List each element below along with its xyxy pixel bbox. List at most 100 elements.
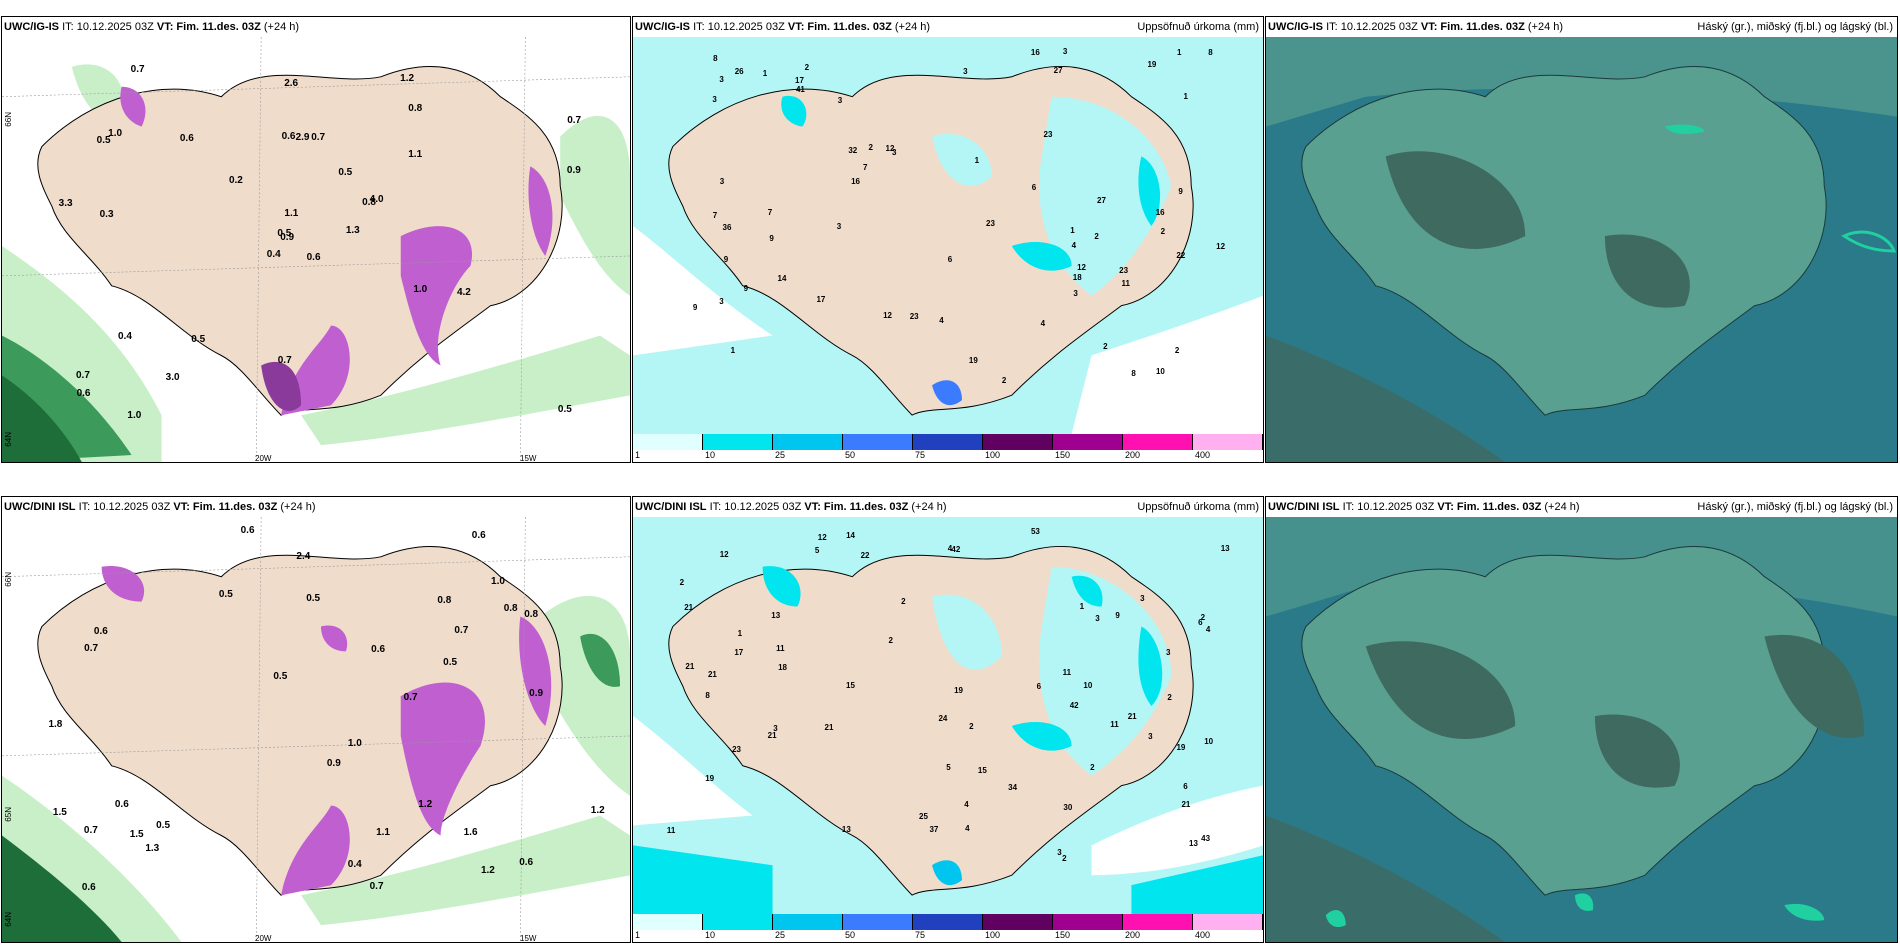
contour-value-label: 3 (1062, 46, 1068, 56)
contour-value-label: 2 (1174, 346, 1180, 356)
contour-value-label: 22 (1176, 251, 1186, 261)
model-name: UWC/DINI ISL (1268, 501, 1340, 513)
contour-value-label: 0.7 (83, 824, 98, 836)
colorbar-tick: 400 (1195, 930, 1211, 940)
cloud-panel-header: UWC/IG-IS IT: 10.12.2025 03Z VT: Fim. 11… (1266, 17, 1897, 37)
wind-panel-header: UWC/IG-IS IT: 10.12.2025 03Z VT: Fim. 11… (2, 17, 630, 37)
init-time: IT: 10.12.2025 03Z (1326, 21, 1418, 33)
contour-value-label: 1.3 (345, 225, 360, 237)
colorbar-tick: 100 (985, 450, 1001, 460)
lat-label-66: 66N (4, 572, 13, 587)
contour-value-label: 2 (1200, 613, 1206, 623)
contour-value-label: 2.4 (296, 551, 311, 563)
contour-value-label: 8 (1131, 369, 1136, 379)
contour-value-label: 2 (969, 721, 974, 731)
contour-value-label: 4 (939, 315, 944, 325)
contour-value-label: 13 (1189, 839, 1198, 848)
contour-value-label: 0.7 (75, 370, 90, 382)
contour-value-label: 12 (1216, 242, 1226, 252)
contour-value-label: 18 (1072, 273, 1082, 283)
contour-value-label: 1 (1079, 601, 1085, 611)
init-time: IT: 10.12.2025 03Z (693, 21, 785, 33)
contour-value-label: 24 (938, 713, 948, 723)
model-name: UWC/DINI ISL (635, 501, 707, 513)
contour-value-label: 0.8 (437, 595, 452, 607)
contour-value-label: 8 (705, 690, 710, 700)
valid-time: Fim. 11.des. 03Z (823, 501, 909, 513)
lon-label-15: 15W (520, 934, 537, 943)
contour-value-label: 21 (707, 669, 717, 679)
contour-value-label: 0.8 (524, 609, 539, 621)
lon-label-15: 15W (520, 454, 537, 463)
contour-value-label: 19 (968, 355, 978, 365)
contour-value-label: 1.3 (145, 842, 160, 854)
colorbar-tick: 10 (705, 450, 716, 460)
contour-value-label: 0.7 (84, 643, 99, 655)
cloud-map (1266, 517, 1897, 942)
contour-value-label: 21 (1181, 800, 1191, 810)
contour-value-label: 7 (767, 208, 773, 218)
contour-value-label: 9 (1178, 186, 1183, 196)
contour-value-label: 3 (891, 147, 897, 157)
precip-colorbar: 1 10 25 50 75 100 150 200 400 (633, 434, 1263, 462)
contour-value-label: 13 (841, 825, 851, 835)
contour-value-label: 8 (713, 54, 718, 64)
contour-value-label: 19 (1176, 742, 1186, 752)
contour-value-label: 4 (1040, 318, 1046, 328)
contour-value-label: 0.5 (218, 588, 233, 600)
contour-value-label: 10 (1083, 681, 1093, 691)
contour-value-label: 1 (1177, 48, 1182, 58)
precip-panel-header: UWC/IG-IS IT: 10.12.2025 03Z VT: Fim. 11… (633, 17, 1263, 37)
contour-value-label: 9 (723, 254, 729, 264)
contour-value-label: 1.2 (418, 798, 433, 810)
contour-value-label: 42 (951, 545, 961, 554)
colorbar-segment (1193, 434, 1263, 450)
contour-value-label: 2 (1062, 854, 1067, 864)
contour-value-label: 3.0 (165, 372, 180, 384)
colorbar-tick: 150 (1055, 930, 1071, 940)
contour-value-label: 0.6 (93, 626, 108, 638)
contour-value-label: 0.5 (96, 135, 111, 147)
colorbar-tick: 200 (1125, 930, 1141, 940)
contour-value-label: 10 (1204, 736, 1214, 746)
contour-value-label: 0.6 (240, 525, 255, 537)
wind-panel-dini: UWC/DINI ISL IT: 10.12.2025 03Z VT: Fim.… (1, 496, 631, 943)
contour-value-label: 2.6 (284, 78, 299, 90)
contour-value-label: 30 (1063, 802, 1073, 812)
contour-value-label: 0.6 (81, 881, 96, 893)
precip-map-svg (633, 37, 1263, 434)
colorbar-segment (843, 434, 913, 450)
contour-value-label: 3 (1073, 289, 1078, 299)
precip-colorbar: 1 10 25 50 75 100 150 200 400 (633, 914, 1263, 942)
cloud-panel-header: UWC/DINI ISL IT: 10.12.2025 03Z VT: Fim.… (1266, 497, 1897, 517)
contour-value-label: 0.7 (403, 691, 418, 703)
contour-value-label: 41 (795, 85, 805, 95)
cloud-title: Háský (gr.), miðský (fj.bl.) og lágský (… (1697, 501, 1893, 513)
contour-value-label: 6 (1198, 617, 1203, 627)
contour-value-label: 7 (712, 211, 718, 221)
contour-value-label: 9 (769, 234, 774, 244)
contour-value-label: 19 (1147, 59, 1157, 69)
valid-time: Fim. 11.des. 03Z (192, 501, 278, 513)
contour-value-label: 5 (946, 762, 951, 772)
contour-value-label: 0.4 (347, 858, 362, 870)
contour-value-label: 2 (1001, 376, 1007, 386)
contour-value-label: 12 (1077, 262, 1086, 272)
contour-value-label: 4.2 (456, 286, 471, 298)
cloud-panel-dini: UWC/DINI ISL IT: 10.12.2025 03Z VT: Fim.… (1265, 496, 1898, 943)
contour-value-label: 2 (1103, 342, 1108, 352)
contour-value-label: 0.9 (326, 757, 341, 769)
cloud-panel-igis: UWC/IG-IS IT: 10.12.2025 03Z VT: Fim. 11… (1265, 16, 1898, 463)
contour-value-label: 9 (743, 283, 749, 293)
contour-value-label: 0.5 (557, 403, 572, 415)
contour-value-label: 1.6 (463, 826, 478, 838)
contour-value-label: 1.0 (108, 127, 123, 139)
contour-value-label: 43 (1201, 833, 1211, 843)
wind-map (2, 517, 630, 942)
contour-value-label: 3 (1166, 648, 1171, 658)
colorbar-segment (1123, 434, 1193, 450)
colorbar-segment (703, 434, 773, 450)
colorbar-tick: 25 (775, 930, 786, 940)
contour-value-label: 2 (868, 143, 873, 153)
contour-value-label: 17 (795, 75, 804, 85)
